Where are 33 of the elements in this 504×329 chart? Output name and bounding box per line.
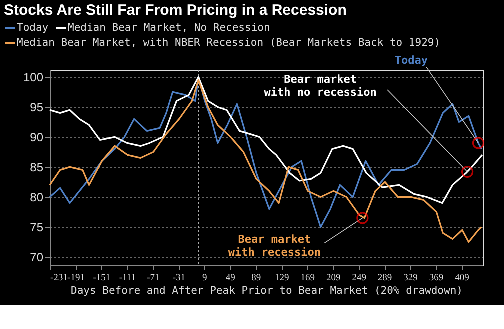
- x-tick-label: 289: [378, 274, 392, 284]
- line-series: [49, 76, 484, 204]
- y-tick-label: 80: [30, 190, 44, 205]
- y-tick-label: 70: [30, 250, 44, 265]
- x-tick-label: -111: [119, 274, 136, 284]
- y-tick-label: 95: [30, 100, 44, 115]
- annotation: Today: [394, 54, 428, 68]
- x-tick-label: 409: [455, 274, 470, 284]
- chart-title: Stocks Are Still Far From Pricing in a Recession: [4, 2, 347, 19]
- x-axis-title: Days Before and After Peak Prior to Bear Market (20% drawdown): [71, 285, 463, 297]
- x-tick-label: 329: [404, 274, 418, 284]
- x-tick-label: -231: [50, 274, 68, 284]
- x-tick-label: -191: [68, 274, 86, 284]
- y-tick-label: 75: [30, 220, 44, 235]
- y-tick-label: 90: [30, 130, 44, 145]
- x-tick-label: 169: [300, 274, 316, 284]
- legend-label: Median Bear Market, No Recession: [68, 22, 270, 34]
- legend-label: Today: [17, 22, 49, 34]
- annotation: Bear market with recession: [228, 233, 322, 260]
- x-tick-label: 249: [352, 274, 367, 284]
- legend-label: Median Bear Market, with NBER Recession (Bear Markets Back to 1929): [17, 37, 441, 49]
- x-tick-label: 89: [252, 274, 262, 284]
- x-tick-label: 9: [202, 274, 208, 284]
- x-tick-label: -31: [172, 274, 186, 284]
- x-tick-label: 129: [274, 274, 290, 284]
- x-tick-label: 209: [326, 274, 341, 284]
- annotation: Bear market with no recession: [264, 73, 377, 99]
- y-tick-label: 85: [30, 160, 44, 175]
- x-tick-label: 49: [226, 274, 236, 284]
- x-tick-label: -71: [147, 274, 160, 284]
- x-tick-label: 369: [429, 274, 444, 284]
- x-tick-label: -151: [93, 274, 111, 284]
- y-tick-label: 100: [23, 70, 44, 85]
